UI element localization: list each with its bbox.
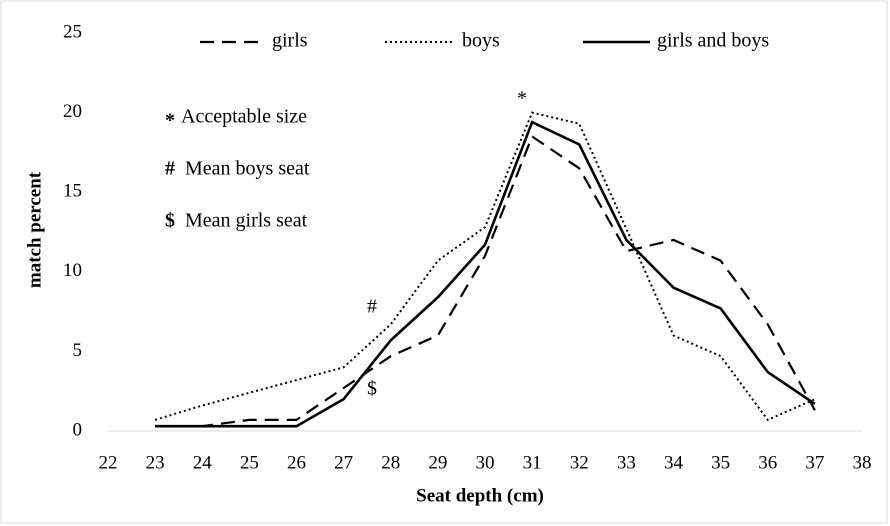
series-line — [155, 134, 816, 428]
y-tick-label: 0 — [73, 419, 83, 440]
x-tick-label: 35 — [711, 452, 730, 473]
series-line — [154, 111, 816, 422]
y-tick-label: 15 — [63, 181, 82, 202]
annotation-key-text: Mean girls seat — [185, 210, 308, 232]
annotation-key-symbol: * — [165, 110, 175, 132]
x-tick-label: 28 — [381, 452, 400, 473]
y-tick-label: 25 — [63, 21, 82, 42]
y-tick-label: 5 — [73, 340, 83, 361]
annotation-key-symbol: # — [165, 158, 175, 180]
x-tick-label: 22 — [99, 452, 118, 473]
x-tick-label: 23 — [146, 452, 165, 473]
x-tick-label: 29 — [428, 452, 447, 473]
annotation-symbol: * — [517, 88, 527, 110]
y-tick-label: 10 — [63, 260, 82, 281]
x-tick-label: 31 — [523, 452, 542, 473]
x-tick-label: 34 — [664, 452, 684, 473]
annotation-key-text: Mean boys seat — [185, 158, 310, 180]
x-axis-label: Seat depth (cm) — [416, 485, 544, 506]
annotation-symbol: $ — [367, 378, 377, 400]
y-tick-label: 20 — [63, 101, 82, 122]
x-tick-label: 24 — [193, 452, 213, 473]
x-tick-label: 37 — [805, 452, 824, 473]
series-line — [155, 120, 816, 428]
legend-label: girls and boys — [657, 30, 769, 52]
x-tick-label: 32 — [570, 452, 589, 473]
x-tick-label: 33 — [617, 452, 636, 473]
annotation-key-symbol: $ — [165, 210, 175, 232]
x-tick-label: 38 — [853, 452, 872, 473]
x-tick-label: 30 — [476, 452, 495, 473]
x-tick-label: 25 — [240, 452, 259, 473]
y-axis-label: match percent — [24, 171, 45, 288]
annotation-symbol: # — [367, 296, 377, 318]
legend-label: boys — [462, 30, 500, 52]
x-tick-label: 26 — [287, 452, 306, 473]
legend-label: girls — [272, 30, 308, 52]
x-tick-label: 36 — [758, 452, 777, 473]
annotation-key-text: Acceptable size — [181, 106, 307, 128]
x-tick-label: 27 — [334, 452, 353, 473]
